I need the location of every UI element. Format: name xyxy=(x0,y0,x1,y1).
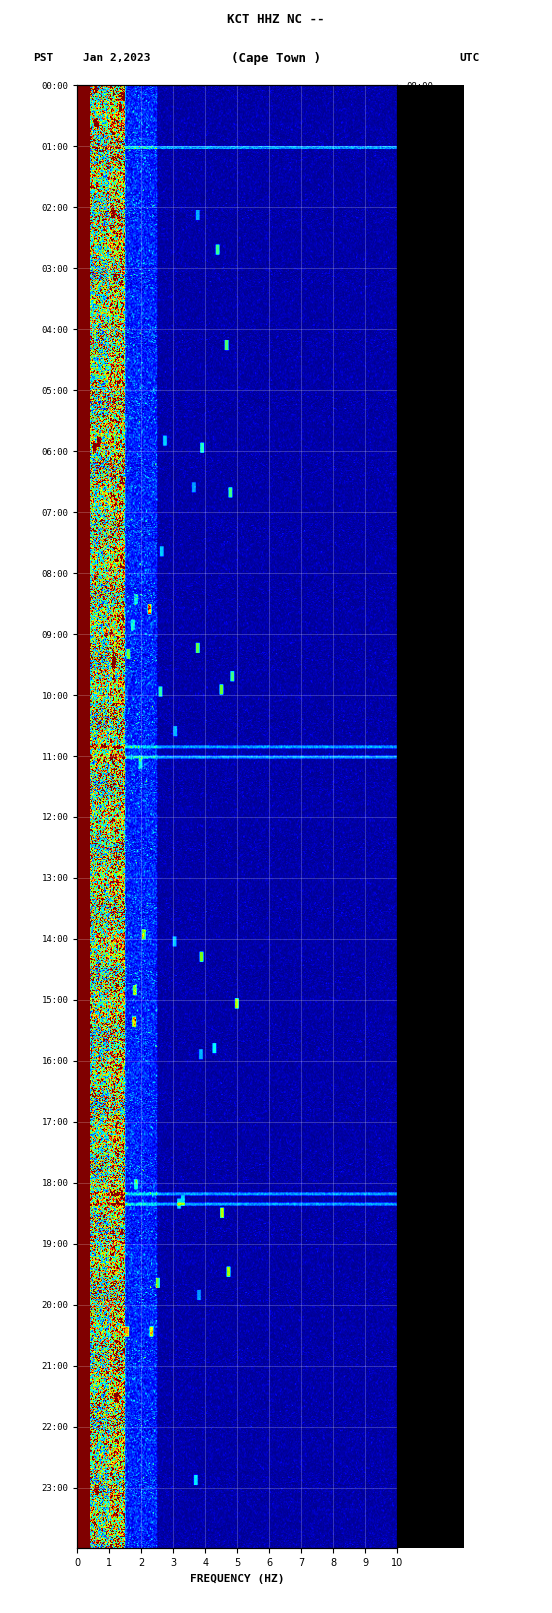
Text: Jan 2,2023: Jan 2,2023 xyxy=(83,53,150,63)
Text: KCT HHZ NC --: KCT HHZ NC -- xyxy=(227,13,325,26)
X-axis label: FREQUENCY (HZ): FREQUENCY (HZ) xyxy=(190,1574,285,1584)
Text: USGS: USGS xyxy=(3,11,50,29)
Text: UTC: UTC xyxy=(459,53,479,63)
Text: (Cape Town ): (Cape Town ) xyxy=(231,52,321,65)
Text: PST: PST xyxy=(33,53,54,63)
